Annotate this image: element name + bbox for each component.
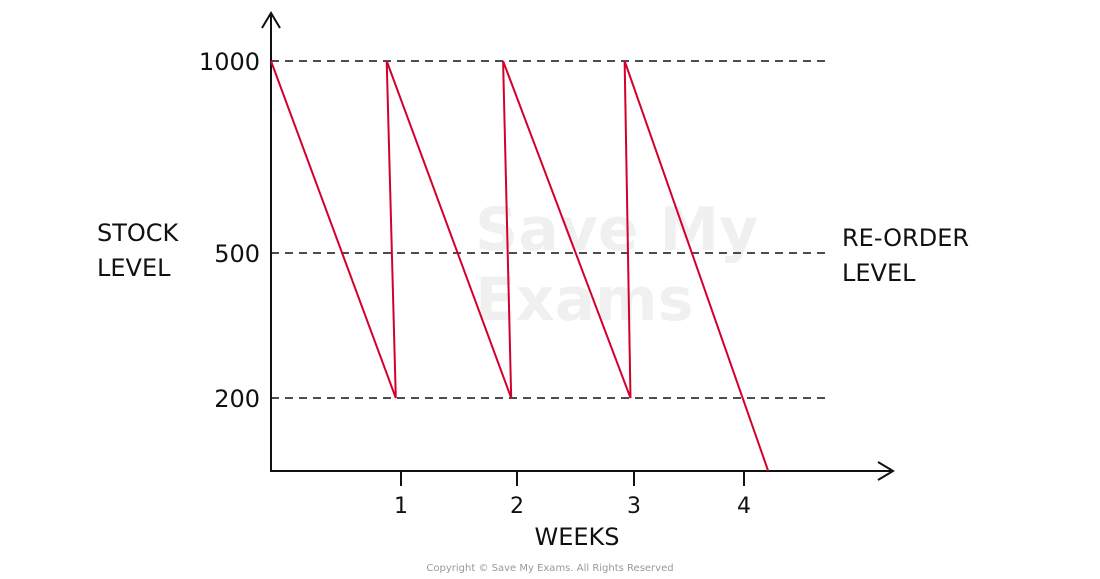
reorder-label-line2: LEVEL bbox=[842, 259, 916, 287]
y-axis-arrow-icon bbox=[261, 11, 281, 29]
y-tick-label: 1000 bbox=[199, 48, 260, 76]
x-tick-label: 4 bbox=[737, 494, 751, 519]
y-axis-label-line2: LEVEL bbox=[97, 254, 171, 282]
svg-text:Save My: Save My bbox=[475, 195, 758, 265]
y-tick-label: 200 bbox=[214, 385, 260, 413]
x-axis-label: WEEKS bbox=[534, 523, 619, 551]
y-tick-label: 500 bbox=[214, 240, 260, 268]
copyright: Copyright © Save My Exams. All Rights Re… bbox=[426, 563, 673, 574]
watermark: Save My Exams bbox=[475, 195, 758, 335]
x-axis-arrow-icon bbox=[877, 461, 895, 481]
x-tick-label: 3 bbox=[627, 494, 641, 519]
x-tick-label: 1 bbox=[394, 494, 408, 519]
y-axis-label-line1: STOCK bbox=[97, 219, 180, 247]
reorder-label-line1: RE-ORDER bbox=[842, 224, 969, 252]
stock-level-line bbox=[270, 60, 770, 472]
x-tick-label: 2 bbox=[510, 494, 524, 519]
